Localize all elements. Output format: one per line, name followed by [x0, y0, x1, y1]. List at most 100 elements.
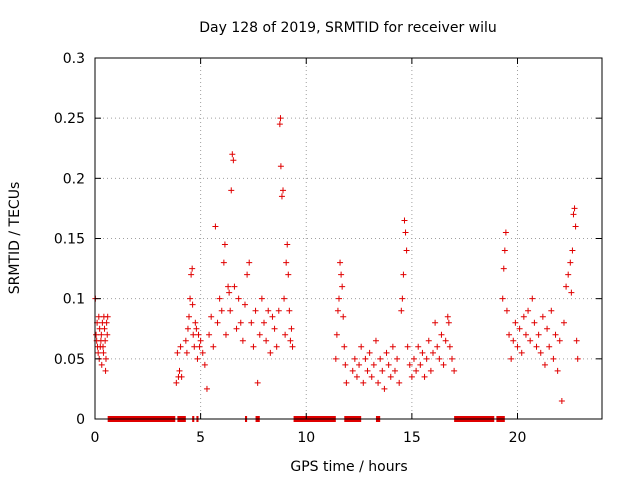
data-point — [229, 151, 236, 158]
data-point — [427, 367, 434, 374]
data-point — [570, 211, 577, 218]
data-point — [360, 379, 367, 386]
data-point — [248, 319, 255, 326]
data-point — [417, 361, 424, 368]
data-point — [423, 355, 430, 362]
data-point — [446, 343, 453, 350]
data-point — [187, 295, 194, 302]
data-point — [402, 229, 409, 236]
data-point — [430, 349, 436, 356]
data-point — [574, 355, 581, 362]
data-point — [100, 349, 107, 356]
data-point — [193, 325, 200, 332]
data-point — [287, 337, 294, 344]
x-tick-label: 15 — [403, 430, 421, 446]
data-point — [379, 367, 386, 374]
data-point — [275, 307, 282, 314]
data-point — [182, 337, 189, 344]
data-point — [396, 379, 403, 386]
data-point — [399, 295, 406, 302]
data-point — [339, 283, 346, 290]
data-point — [394, 355, 401, 362]
data-point — [261, 319, 267, 326]
data-point — [400, 271, 407, 278]
data-point — [362, 355, 369, 362]
data-point — [340, 313, 347, 320]
data-point — [440, 361, 447, 368]
data-point — [189, 265, 196, 272]
data-point — [102, 367, 109, 374]
data-point — [100, 343, 107, 350]
data-point — [356, 361, 363, 368]
data-point — [398, 307, 405, 314]
data-point — [552, 331, 559, 338]
data-point — [334, 307, 341, 314]
data-point — [500, 265, 507, 272]
data-point — [445, 319, 452, 326]
y-tick-label: 0.2 — [63, 171, 85, 187]
data-point — [510, 337, 517, 344]
data-point — [571, 205, 578, 212]
data-point — [269, 313, 276, 320]
data-point — [276, 121, 283, 128]
data-point — [413, 367, 420, 374]
data-point — [288, 325, 295, 332]
data-point — [410, 355, 417, 362]
data-point — [281, 295, 288, 302]
data-point — [214, 319, 221, 326]
data-point — [206, 331, 213, 338]
data-point — [194, 355, 201, 362]
data-point — [381, 385, 388, 392]
data-point — [196, 343, 203, 350]
data-point — [284, 241, 291, 248]
data-point — [438, 331, 445, 338]
data-point — [554, 367, 561, 374]
data-point — [385, 361, 392, 368]
data-point — [230, 157, 237, 164]
data-point — [283, 259, 290, 266]
data-point — [449, 355, 456, 362]
data-point — [98, 331, 105, 338]
data-point — [567, 259, 574, 266]
data-point — [212, 223, 219, 230]
data-point — [93, 331, 100, 338]
data-point — [246, 259, 253, 266]
data-point — [222, 331, 229, 338]
data-point — [506, 331, 513, 338]
data-point — [241, 301, 248, 308]
data-point — [387, 373, 394, 380]
data-point — [401, 217, 408, 224]
data-point — [370, 361, 377, 368]
data-point — [451, 367, 458, 374]
y-tick-label: 0.3 — [63, 51, 85, 67]
data-point — [203, 385, 210, 392]
data-point — [415, 343, 422, 350]
data-point — [177, 343, 184, 350]
data-point — [539, 313, 546, 320]
data-point — [210, 343, 217, 350]
data-point — [335, 295, 342, 302]
data-point — [227, 307, 234, 314]
data-point — [102, 337, 109, 344]
data-point — [337, 259, 344, 266]
data-point — [95, 313, 102, 320]
data-point — [541, 361, 548, 368]
data-point — [514, 343, 521, 350]
data-point — [434, 343, 441, 350]
data-point — [199, 349, 206, 356]
data-point — [406, 361, 413, 368]
data-point — [404, 343, 411, 350]
data-point — [383, 349, 390, 356]
data-point — [349, 367, 356, 374]
data-point — [503, 307, 510, 314]
data-point — [183, 349, 190, 356]
data-point — [533, 343, 540, 350]
data-point — [228, 187, 235, 194]
data-point — [432, 319, 439, 326]
data-points — [92, 115, 581, 404]
data-point — [254, 379, 261, 386]
data-point — [277, 115, 284, 122]
data-point — [558, 397, 565, 404]
x-tick-label: 5 — [196, 430, 205, 446]
data-point — [239, 337, 246, 344]
